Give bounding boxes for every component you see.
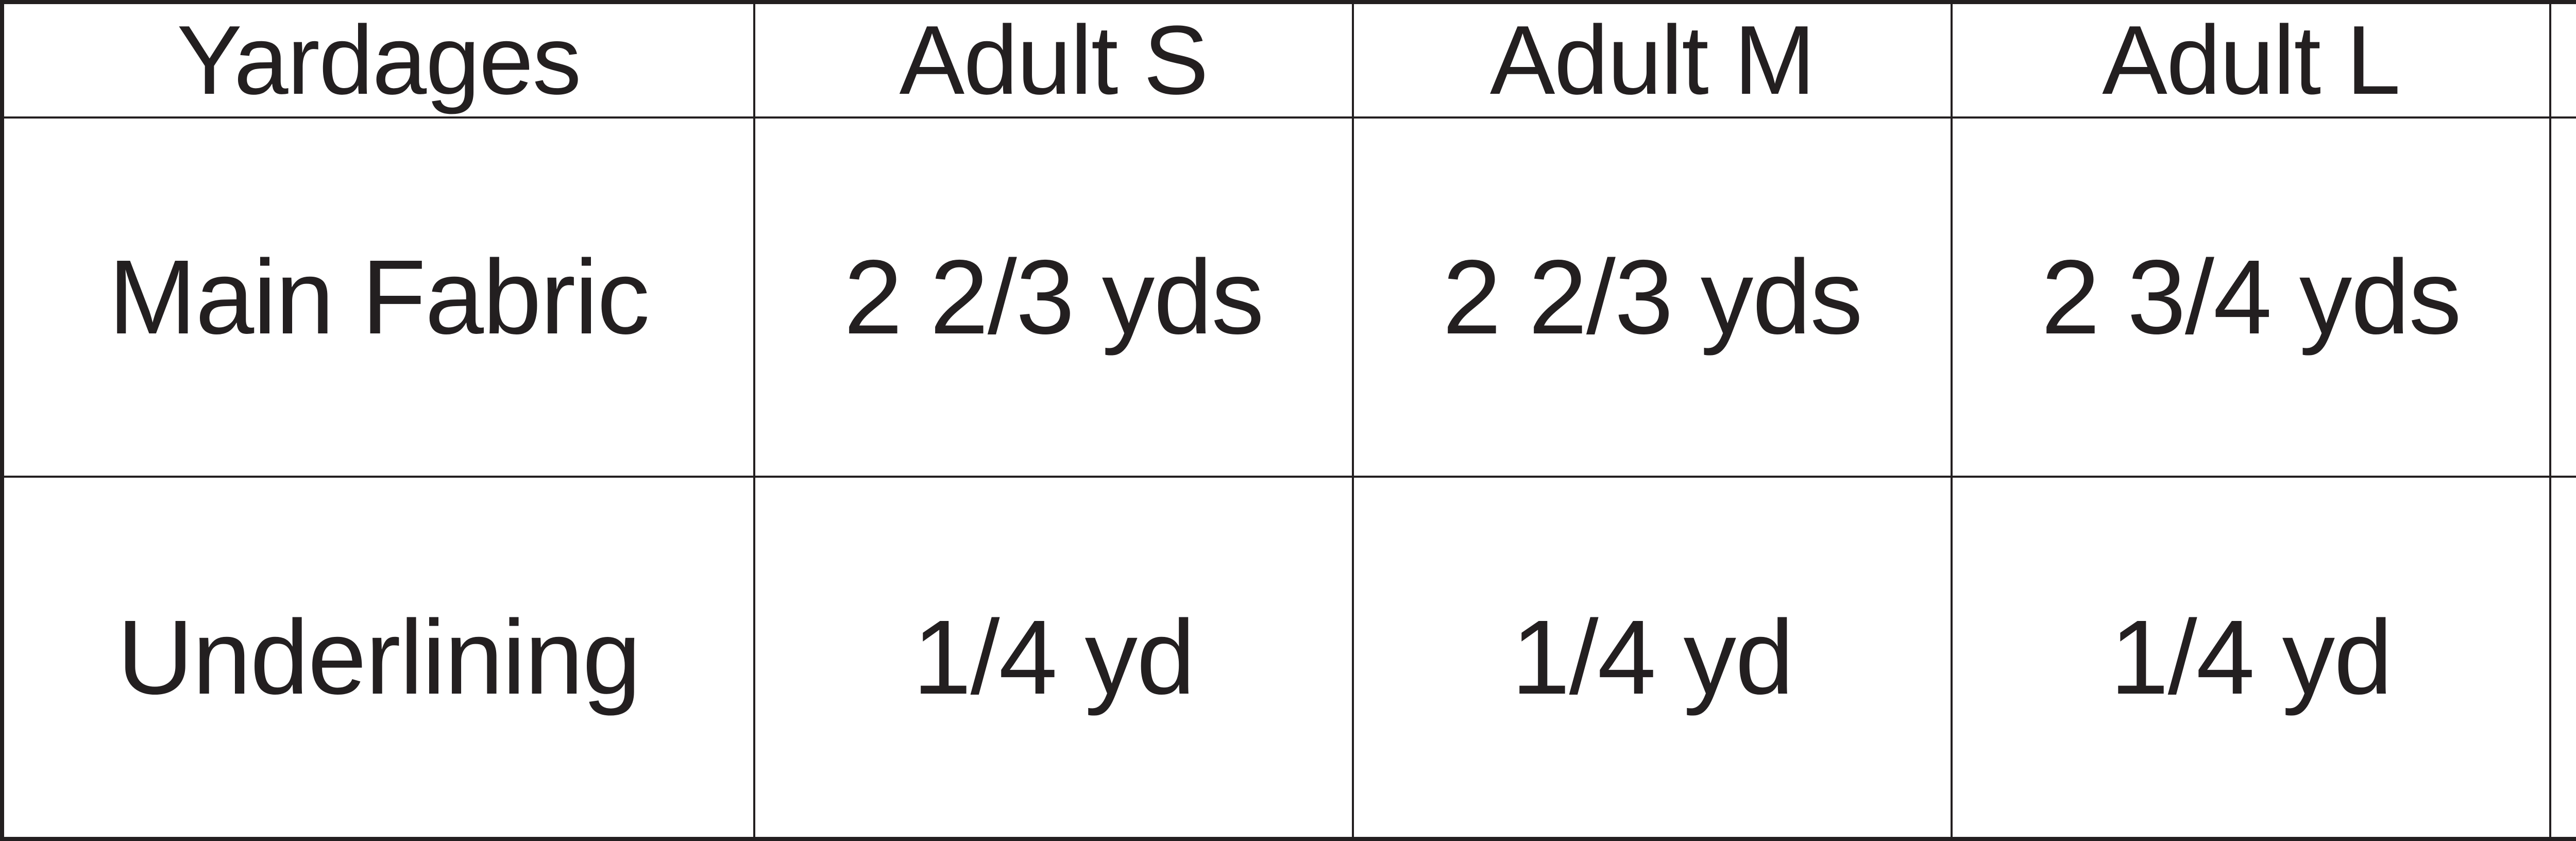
header-cell-yardages: Yardages <box>0 0 755 119</box>
header-cell-adult-m: Adult M <box>1351 0 1953 119</box>
cell-main-fabric-adult-xl: 3 yds <box>2549 116 2576 478</box>
yardage-table-header: Yardages Adult S Adult M Adult L Adult X… <box>0 0 2576 119</box>
table-row-underlining: Underlining 1/4 yd 1/4 yd 1/4 yd 1/4 yd <box>0 476 2576 841</box>
yardage-table-body: Main Fabric 2 2/3 yds 2 2/3 yds 2 3/4 yd… <box>0 116 2576 841</box>
cell-main-fabric-adult-s: 2 2/3 yds <box>753 116 1354 478</box>
cell-underlining-adult-xl: 1/4 yd <box>2549 476 2576 841</box>
cell-main-fabric-adult-m: 2 2/3 yds <box>1351 116 1953 478</box>
cell-underlining-adult-s: 1/4 yd <box>753 476 1354 841</box>
header-cell-adult-s: Adult S <box>753 0 1354 119</box>
header-cell-adult-xl: Adult XL <box>2549 0 2576 119</box>
header-cell-adult-l: Adult L <box>1950 0 2551 119</box>
row-label-main-fabric: Main Fabric <box>0 116 755 478</box>
header-row: Yardages Adult S Adult M Adult L Adult X… <box>0 0 2576 119</box>
cell-underlining-adult-l: 1/4 yd <box>1950 476 2551 841</box>
cell-underlining-adult-m: 1/4 yd <box>1351 476 1953 841</box>
cell-main-fabric-adult-l: 2 3/4 yds <box>1950 116 2551 478</box>
row-label-underlining: Underlining <box>0 476 755 841</box>
table-row-main-fabric: Main Fabric 2 2/3 yds 2 2/3 yds 2 3/4 yd… <box>0 116 2576 478</box>
